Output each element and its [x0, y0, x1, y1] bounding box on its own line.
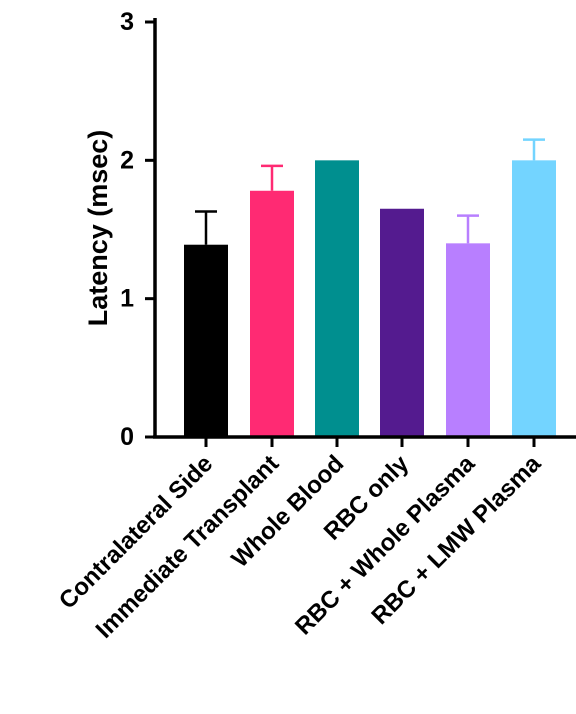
- y-tick-label-0: 0: [120, 423, 134, 451]
- y-tick-label-2: 2: [120, 146, 134, 174]
- bar-5: [512, 160, 556, 438]
- bar-0: [184, 244, 228, 437]
- y-tick-label-1: 1: [120, 285, 134, 313]
- bar-4: [446, 243, 490, 437]
- y-tick-label-3: 3: [120, 8, 134, 36]
- axes-group: [153, 18, 576, 439]
- bar-3: [380, 208, 424, 437]
- y-ticks-group: 0 1 2 3: [120, 8, 155, 451]
- bars-group: [184, 160, 556, 438]
- bar-2: [315, 160, 359, 438]
- x-tick-label-2: Whole Blood: [226, 450, 349, 573]
- bar-1: [250, 190, 294, 437]
- error-bars-group: [195, 138, 545, 245]
- y-axis-label: Latency (msec): [83, 130, 113, 327]
